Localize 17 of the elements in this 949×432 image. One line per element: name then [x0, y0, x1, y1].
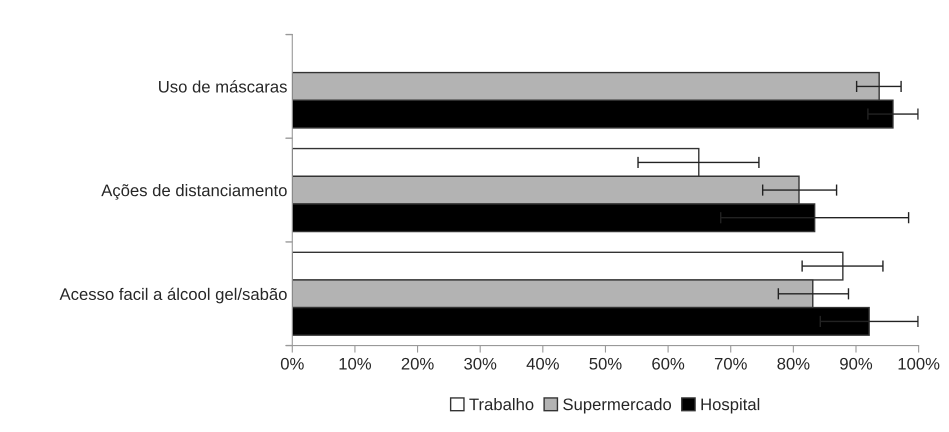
y-tick-label: Uso de máscaras	[159, 80, 287, 93]
x-tick-label: 30%	[464, 358, 496, 370]
x-tick-label: 100%	[898, 358, 940, 370]
x-tick-label: 90%	[840, 358, 872, 370]
y-tick-label: Ações de distanciamento	[101, 184, 287, 200]
x-tick-label: 20%	[402, 358, 434, 370]
x-tick-label: 50%	[589, 358, 622, 370]
x-tick-label: 10%	[340, 358, 372, 370]
legend-label: Hospital	[701, 398, 760, 414]
legend-label: Trabalho	[469, 398, 534, 410]
legend-label: Supermercado	[563, 398, 672, 414]
x-tick-label: 0%	[280, 358, 304, 370]
y-tick-label: Acesso facil a álcool gel/sabão	[60, 288, 287, 304]
x-tick-label: 70%	[714, 358, 747, 370]
x-tick-label: 80%	[777, 358, 810, 370]
x-tick-label: 60%	[652, 358, 684, 370]
x-tick-label: 40%	[526, 358, 559, 370]
